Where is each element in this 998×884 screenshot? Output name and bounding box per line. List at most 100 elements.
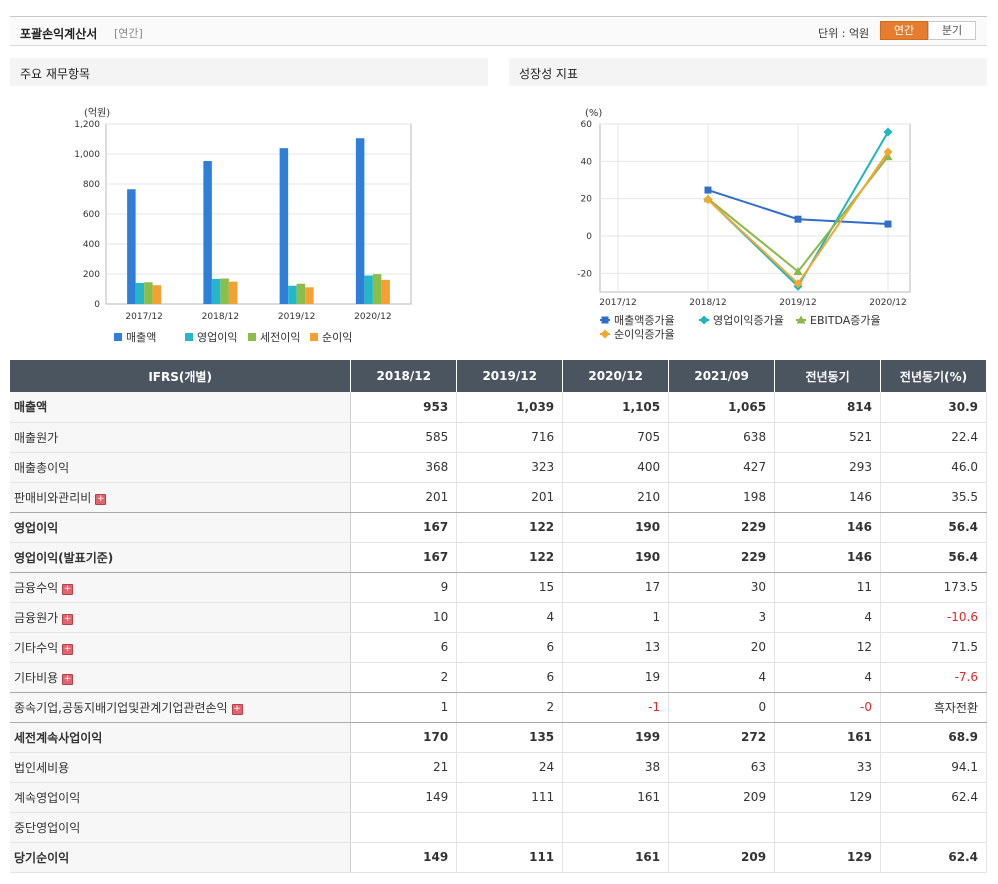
bar [288, 285, 297, 304]
data-point [704, 186, 712, 194]
legend-label: 세전이익 [260, 331, 300, 344]
table-cell: 4 [456, 602, 564, 633]
row-label-text: 영업이익 [14, 520, 59, 535]
table-cell: 129 [774, 842, 882, 873]
table-cell: 24 [456, 752, 564, 783]
row-label-text: 기타비용 [14, 670, 59, 685]
row-label: 매출원가 [10, 422, 352, 453]
expand-icon[interactable]: + [62, 583, 74, 595]
table-cell: 198 [668, 482, 776, 513]
data-point [699, 315, 709, 325]
table-cell: 716 [456, 422, 564, 453]
row-label-text: 금융원가 [14, 610, 59, 625]
table-cell: 209 [668, 842, 776, 873]
table-cell: 35.5 [880, 482, 987, 513]
expand-icon[interactable]: + [231, 703, 243, 715]
row-label: 매출액 [10, 392, 352, 423]
row-label-text: 기타수익 [14, 640, 59, 655]
column-header: 2020/12 [562, 360, 670, 392]
data-point [883, 147, 893, 157]
y-tick-label: -20 [577, 269, 592, 279]
row-label: 세전계속사업이익 [10, 722, 352, 753]
table-cell: 323 [456, 452, 564, 483]
table-cell: 12 [774, 632, 882, 663]
row-label: 금융수익 + [10, 572, 352, 603]
table-cell: 6 [456, 662, 564, 693]
row-label-text: 판매비와관리비 [14, 490, 92, 505]
table-cell: 9 [350, 572, 458, 603]
row-label: 영업이익 [10, 512, 352, 543]
table-cell: 190 [562, 542, 670, 573]
expand-icon[interactable]: + [62, 673, 74, 685]
growth-line-chart: -20 0 20 40 60 2017/12 2018/12 2019/12 2020/12 (%… [577, 108, 911, 341]
table-cell: 1 [350, 692, 458, 723]
legend-label: 순이익 [322, 331, 352, 344]
table-cell: 68.9 [880, 722, 987, 753]
table-cell: 17 [562, 572, 670, 603]
row-label: 중단영업이익 [10, 812, 352, 843]
table-cell: 6 [456, 632, 564, 663]
annual-tab[interactable]: 연간 [880, 21, 928, 40]
plot-area [599, 123, 911, 293]
legend-label: 영업이익증가율 [713, 314, 784, 327]
table-cell: 6 [350, 632, 458, 663]
table-cell: 흑자전환 [880, 692, 987, 723]
table-cell: 63 [668, 752, 776, 783]
data-point [793, 266, 803, 275]
row-label: 기타비용 + [10, 662, 352, 693]
x-tick-label: 2017/12 [125, 312, 162, 322]
table-row: 당기순이익 149 111 161 209 129 62.4 [10, 842, 987, 873]
table-cell: 210 [562, 482, 670, 513]
table-cell: 4 [774, 662, 882, 693]
table-cell: 229 [668, 542, 776, 573]
quarter-tab[interactable]: 분기 [928, 21, 976, 40]
data-point [703, 195, 713, 205]
data-point [600, 329, 610, 339]
data-point [793, 279, 803, 289]
expand-icon[interactable]: + [62, 643, 74, 655]
unit-label: 단위 : 억원 [818, 27, 870, 40]
y-tick-label: 800 [83, 180, 100, 190]
table-cell [774, 812, 882, 843]
y-tick-label: 1,200 [74, 120, 100, 130]
bar [127, 189, 136, 304]
table-row: 영업이익(발표기준) 167 122 190 229 146 56.4 [10, 542, 987, 573]
table-cell: 585 [350, 422, 458, 453]
row-label-text: 당기순이익 [14, 850, 70, 865]
expand-icon[interactable]: + [95, 493, 107, 505]
row-label: 매출총이익 [10, 452, 352, 483]
bar [381, 279, 390, 304]
table-row: 기타수익 +6 6 13 20 12 71.5 [10, 632, 987, 663]
y-unit-label: (억원) [84, 107, 110, 119]
table-cell: 30 [668, 572, 776, 603]
table-cell: 161 [774, 722, 882, 753]
table-cell [668, 812, 776, 843]
row-label: 계속영업이익 [10, 782, 352, 813]
growth-indicators-panel-title: 성장성 지표 [509, 58, 987, 86]
x-tick-label: 2020/12 [869, 298, 906, 308]
legend-swatch [310, 333, 318, 341]
table-cell: 161 [562, 842, 670, 873]
table-cell: 56.4 [880, 542, 987, 573]
row-label-text: 종속기업,공동지배기업및관계기업관련손익 [14, 700, 228, 715]
data-point [883, 127, 893, 137]
y-tick-label: 40 [581, 157, 593, 167]
table-row: 종속기업,공동지배기업및관계기업관련손익 +1 2 -1 0 -0 흑자전환 [10, 692, 987, 723]
bar [135, 283, 145, 304]
bar [220, 278, 229, 304]
table-cell: 229 [668, 512, 776, 543]
data-point [884, 220, 892, 228]
table-row: 세전계속사업이익 170 135 199 272 161 68.9 [10, 722, 987, 753]
table-cell: 21 [350, 752, 458, 783]
table-row: 법인세비용 21 24 38 63 33 94.1 [10, 752, 987, 783]
column-header: 2021/09 [668, 360, 776, 392]
column-header: IFRS(개별) [10, 360, 352, 392]
expand-icon[interactable]: + [62, 613, 74, 625]
table-row: 매출액 953 1,039 1,105 1,065 814 30.9 [10, 392, 987, 423]
table-cell: 129 [774, 782, 882, 813]
x-tick-label: 2018/12 [689, 298, 726, 308]
statement-period: [연간] [114, 27, 143, 40]
table-cell: 56.4 [880, 512, 987, 543]
table-cell: 111 [456, 842, 564, 873]
period-toggle: 연간 분기 [880, 21, 976, 40]
